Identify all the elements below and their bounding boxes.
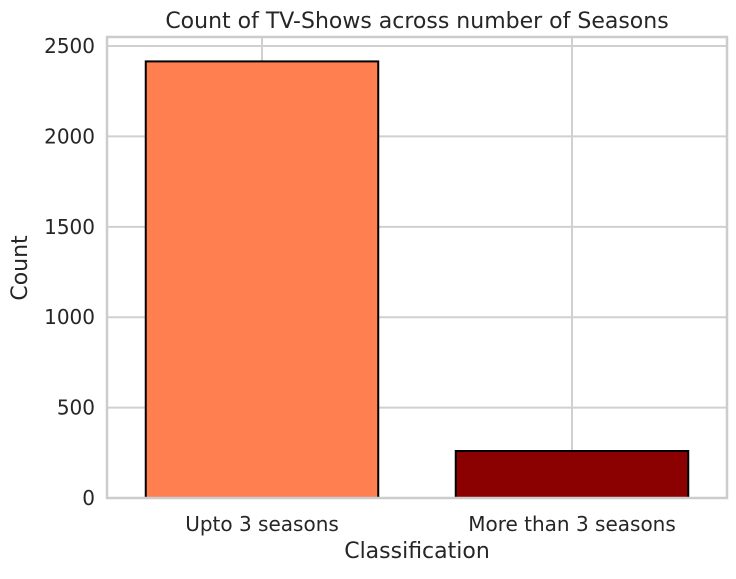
bars-layer [144,60,690,499]
x-tick-labels: Upto 3 seasons More than 3 seasons [185,512,676,536]
y-tick-label: 2000 [44,124,95,148]
y-tick-label: 1500 [44,215,95,239]
y-tick-label: 1000 [44,305,95,329]
x-tick-label: Upto 3 seasons [185,512,339,536]
y-axis-label: Count [8,235,33,301]
y-tick-label: 500 [57,396,95,420]
plot-frame [105,35,729,500]
y-tick-label: 2500 [44,34,95,58]
chart-title: Count of TV-Shows across number of Seaso… [165,9,668,34]
y-tick-labels: 0 500 1000 1500 2000 2500 [44,34,95,510]
y-tick-label: 0 [82,486,95,510]
x-axis-label: Classification [344,539,490,564]
x-tick-label: More than 3 seasons [468,512,676,536]
bar-2 [454,449,690,499]
bar-1 [144,60,380,499]
